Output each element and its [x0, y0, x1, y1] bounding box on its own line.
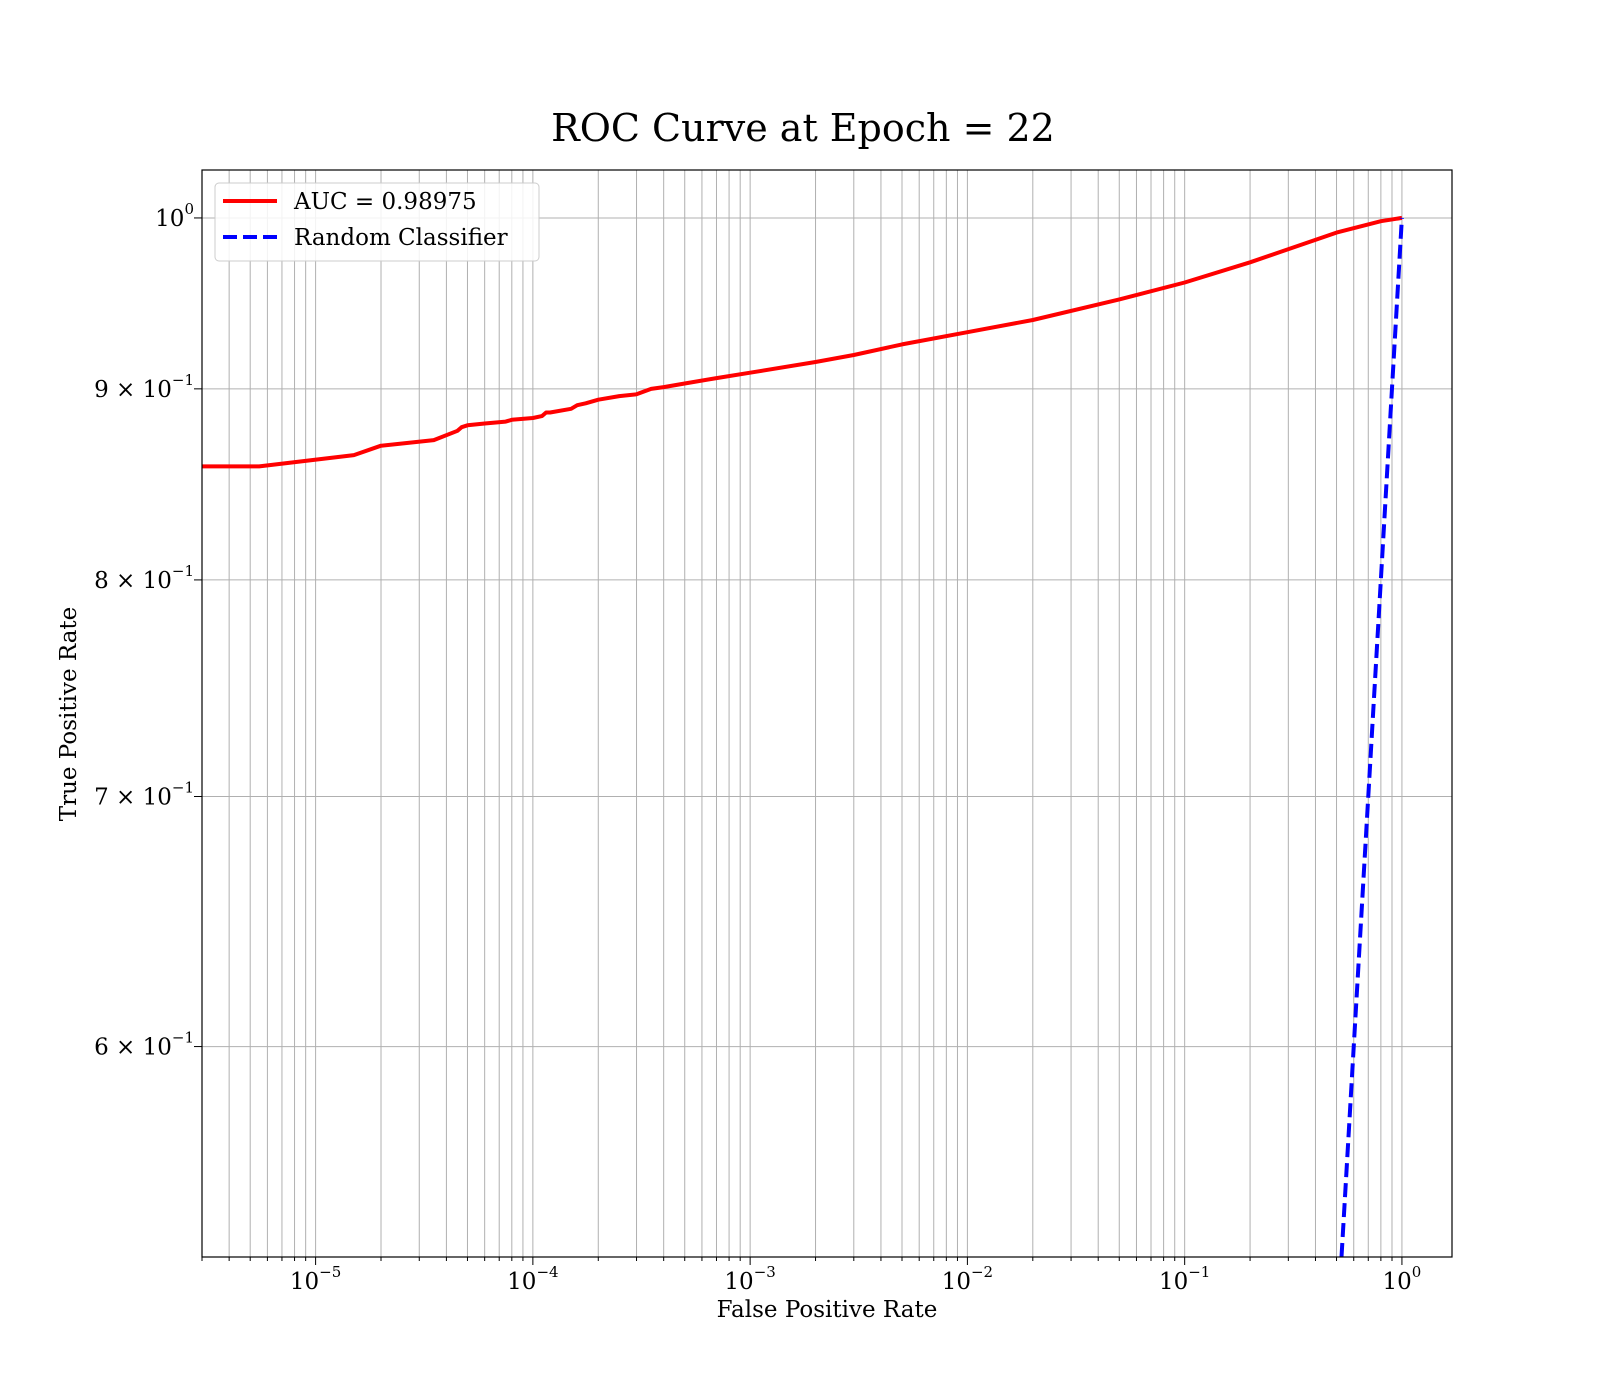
y-tick-label: 6 × 10−1	[94, 1029, 194, 1061]
random-classifier-line	[1339, 217, 1404, 1257]
legend-label-auc: AUC = 0.98975	[293, 189, 477, 215]
y-tick-label: 8 × 10−1	[94, 562, 194, 594]
series-layer	[202, 215, 1404, 1257]
series-group	[202, 215, 1404, 1257]
x-tick-label: 10−4	[507, 1263, 558, 1295]
legend-box	[214, 182, 540, 262]
x-tick-label: 10−5	[290, 1263, 341, 1295]
x-tick-label: 10−3	[724, 1263, 775, 1295]
chart-title: ROC Curve at Epoch = 22	[551, 106, 1055, 150]
y-tick-label: 9 × 10−1	[94, 371, 194, 403]
axis-ticks: 10−5 10−4 10−3 10−2 10−1 100 100 9 × 10−1 8 × 10…	[94, 200, 1421, 1295]
plot-frame	[201, 169, 1453, 1258]
x-tick-label: 100	[1383, 1263, 1422, 1295]
legend: AUC = 0.98975 Random Classifier	[214, 182, 540, 262]
grid	[201, 170, 1452, 1257]
y-axis-label: True Positive Rate	[56, 607, 82, 822]
x-axis-label: False Positive Rate	[717, 1297, 938, 1323]
auc-curve	[202, 215, 1403, 469]
y-tick-label: 7 × 10−1	[94, 779, 194, 811]
legend-label-random: Random Classifier	[294, 225, 508, 251]
x-tick-label: 10−2	[942, 1263, 993, 1295]
x-tick-label: 10−1	[1159, 1263, 1210, 1295]
y-tick-label: 100	[155, 200, 194, 232]
